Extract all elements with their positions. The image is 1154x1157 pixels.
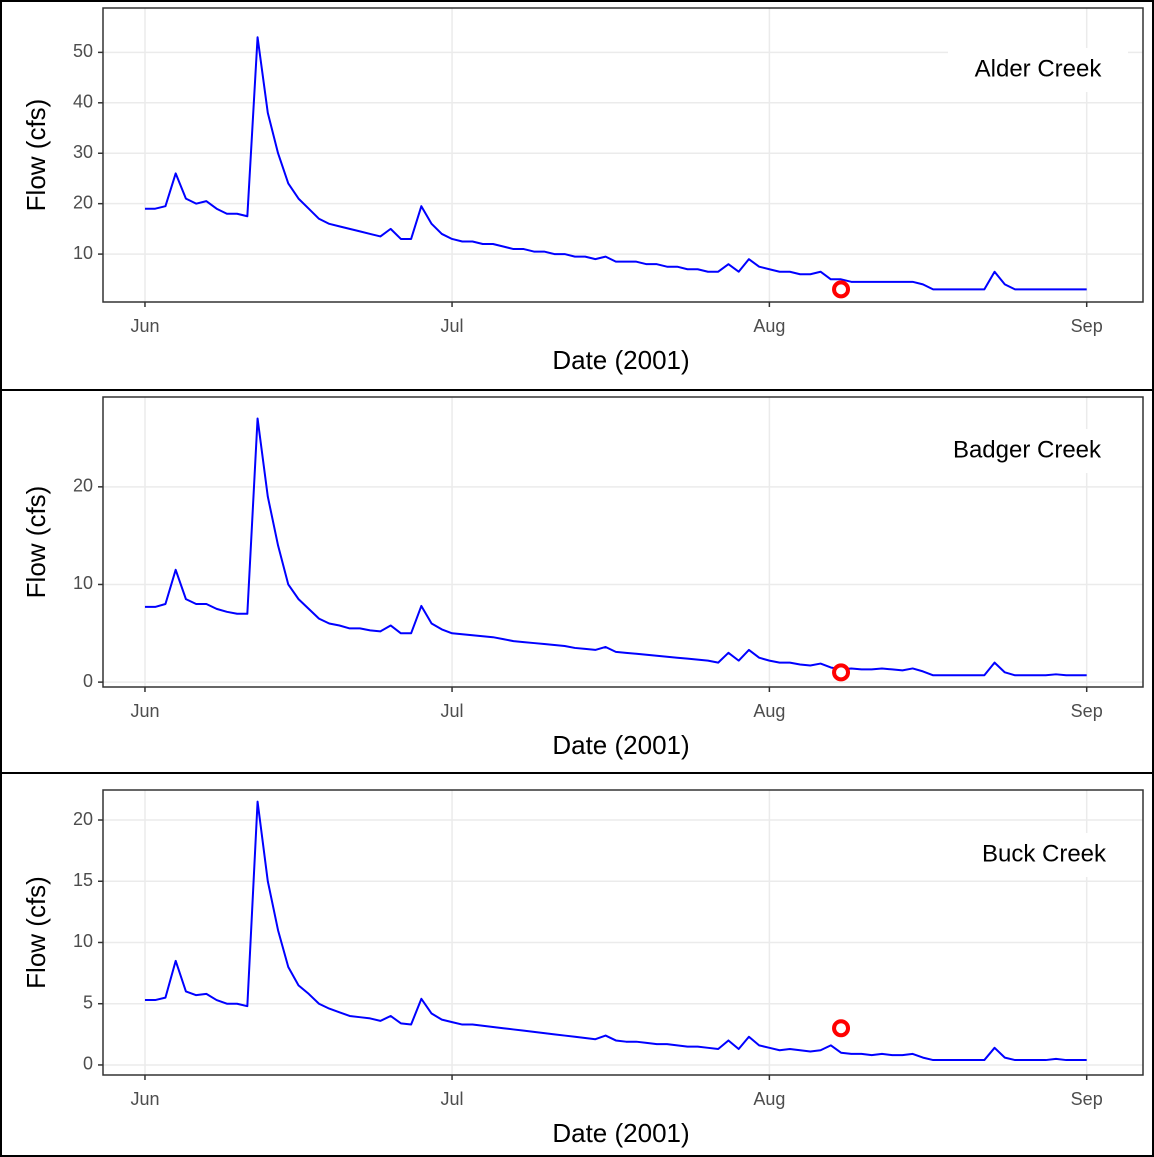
plot-border	[102, 789, 1144, 1076]
flow-line	[144, 36, 1087, 291]
panel: 10 20 30 40 50 Jun Jul Aug Sep Alder Creek Date (2…	[21, 7, 1144, 375]
flow-line	[144, 417, 1087, 677]
annotation: Buck Creek	[982, 840, 1107, 867]
observed-point	[832, 663, 851, 682]
x-tick-label: Aug	[753, 1089, 785, 1109]
y-tick-label: 15	[73, 870, 93, 890]
panel: 0 10 20 Jun Jul Aug Sep Badger Creek Date (2001)…	[21, 396, 1144, 760]
y-tick-label: 5	[83, 992, 93, 1012]
annotation: Badger Creek	[953, 436, 1102, 463]
flow-line	[144, 800, 1087, 1062]
x-tick-label: Jun	[130, 701, 159, 721]
annotation-background	[948, 48, 1128, 92]
x-axis-title: Date (2001)	[552, 1118, 689, 1148]
y-tick-label: 10	[73, 931, 93, 951]
x-tick-label: Sep	[1071, 1089, 1103, 1109]
x-tick-label: Sep	[1071, 701, 1103, 721]
y-tick-label: 30	[73, 142, 93, 162]
y-tick-label: 20	[73, 476, 93, 496]
y-tick-label: 0	[83, 671, 93, 691]
x-tick-label: Jun	[130, 1089, 159, 1109]
x-tick-label: Aug	[753, 316, 785, 336]
x-tick-label: Sep	[1071, 316, 1103, 336]
annotation-background	[954, 833, 1134, 877]
annotation-background	[937, 429, 1117, 473]
x-tick-label: Jun	[130, 316, 159, 336]
y-tick-label: 40	[73, 92, 93, 112]
x-axis-title: Date (2001)	[552, 345, 689, 375]
x-tick-label: Jul	[441, 701, 464, 721]
y-tick-label: 10	[73, 243, 93, 263]
y-axis-title: Flow (cfs)	[21, 876, 51, 989]
y-axis-title: Flow (cfs)	[21, 99, 51, 212]
y-tick-label: 20	[73, 192, 93, 212]
x-axis-title: Date (2001)	[552, 730, 689, 760]
x-tick-label: Jul	[441, 1089, 464, 1109]
y-tick-label: 20	[73, 809, 93, 829]
y-tick-label: 50	[73, 41, 93, 61]
plot-background	[103, 790, 1143, 1075]
x-tick-label: Aug	[753, 701, 785, 721]
annotation: Alder Creek	[975, 55, 1103, 82]
plot-border	[102, 396, 1144, 688]
x-tick-label: Jul	[441, 316, 464, 336]
panel: 0 5 10 15 20 Jun Jul Aug Sep Buck Creek Date (2001…	[21, 789, 1144, 1148]
observed-point	[832, 280, 851, 299]
y-tick-label: 10	[73, 573, 93, 593]
y-tick-label: 0	[83, 1054, 93, 1074]
plot-border	[102, 7, 1144, 303]
y-axis-title: Flow (cfs)	[21, 486, 51, 599]
observed-point	[832, 1019, 851, 1038]
